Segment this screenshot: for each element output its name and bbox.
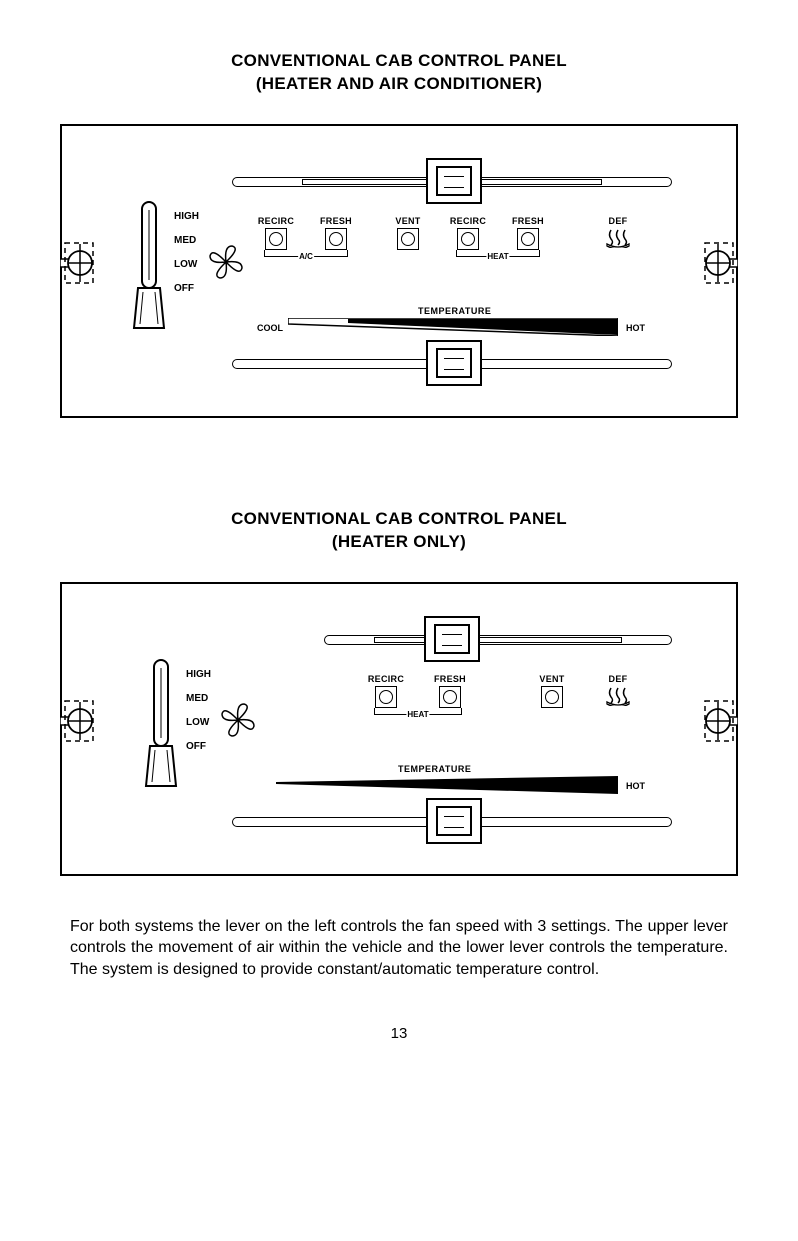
panel2-frame: RECIRC FRESH VENT DEF — [60, 582, 738, 876]
mode-def: DEF — [594, 674, 642, 706]
panel1-title-line2: (HEATER AND AIR CONDITIONER) — [256, 74, 542, 93]
panel1-lower-slider[interactable] — [232, 348, 672, 378]
recirc-icon — [457, 228, 479, 250]
hot-label: HOT — [626, 323, 645, 333]
mode-fresh2: FRESH — [504, 216, 552, 250]
defrost-icon — [605, 228, 631, 248]
mount-right-icon — [704, 238, 738, 288]
cool-label: COOL — [257, 323, 283, 333]
fan-speed-labels: HIGH MED LOW OFF — [186, 670, 211, 766]
mount-left-icon — [60, 238, 94, 288]
panel1-frame: RECIRC FRESH VENT RECIRC FRESH DEF — [60, 124, 738, 418]
panel2-upper-slider[interactable] — [324, 624, 672, 654]
vent-icon — [541, 686, 563, 708]
mount-right-icon — [704, 696, 738, 746]
slider-knob[interactable] — [426, 798, 482, 844]
panel2-lower-slider[interactable] — [232, 806, 672, 836]
fan-speed-lever[interactable] — [130, 198, 170, 353]
temperature-label: TEMPERATURE — [418, 306, 491, 316]
mode-fresh: FRESH — [312, 216, 360, 250]
defrost-icon — [605, 686, 631, 706]
recirc-icon — [375, 686, 397, 708]
bridge-heat: HEAT — [374, 708, 462, 715]
slider-knob[interactable] — [426, 340, 482, 386]
bridge-heat: HEAT — [456, 250, 540, 257]
hot-label: HOT — [626, 781, 645, 791]
mode-def: DEF — [594, 216, 642, 248]
temperature-wedge — [288, 318, 618, 336]
panel2-title-line2: (HEATER ONLY) — [332, 532, 466, 551]
temperature-wedge — [276, 776, 618, 794]
description-text: For both systems the lever on the left c… — [70, 916, 728, 981]
fresh-icon — [517, 228, 539, 250]
fan-blades-icon — [218, 700, 258, 745]
panel1-title-line1: CONVENTIONAL CAB CONTROL PANEL — [231, 51, 567, 70]
mode-recirc2: RECIRC — [444, 216, 492, 250]
mode-recirc: RECIRC — [362, 674, 410, 708]
slider-knob[interactable] — [424, 616, 480, 662]
page-number: 13 — [60, 1025, 738, 1042]
fresh-icon — [439, 686, 461, 708]
mode-fresh: FRESH — [426, 674, 474, 708]
slider-knob[interactable] — [426, 158, 482, 204]
panel2-title: CONVENTIONAL CAB CONTROL PANEL (HEATER O… — [60, 508, 738, 554]
mode-vent: VENT — [384, 216, 432, 250]
fan-speed-lever[interactable] — [142, 656, 182, 811]
mode-vent: VENT — [528, 674, 576, 708]
panel1-title: CONVENTIONAL CAB CONTROL PANEL (HEATER A… — [60, 50, 738, 96]
mount-left-icon — [60, 696, 94, 746]
vent-icon — [397, 228, 419, 250]
temperature-label: TEMPERATURE — [398, 764, 471, 774]
fresh-icon — [325, 228, 347, 250]
fan-speed-labels: HIGH MED LOW OFF — [174, 212, 199, 308]
panel1-upper-slider[interactable] — [232, 166, 672, 196]
fan-blades-icon — [206, 242, 246, 287]
panel2-title-line1: CONVENTIONAL CAB CONTROL PANEL — [231, 509, 567, 528]
